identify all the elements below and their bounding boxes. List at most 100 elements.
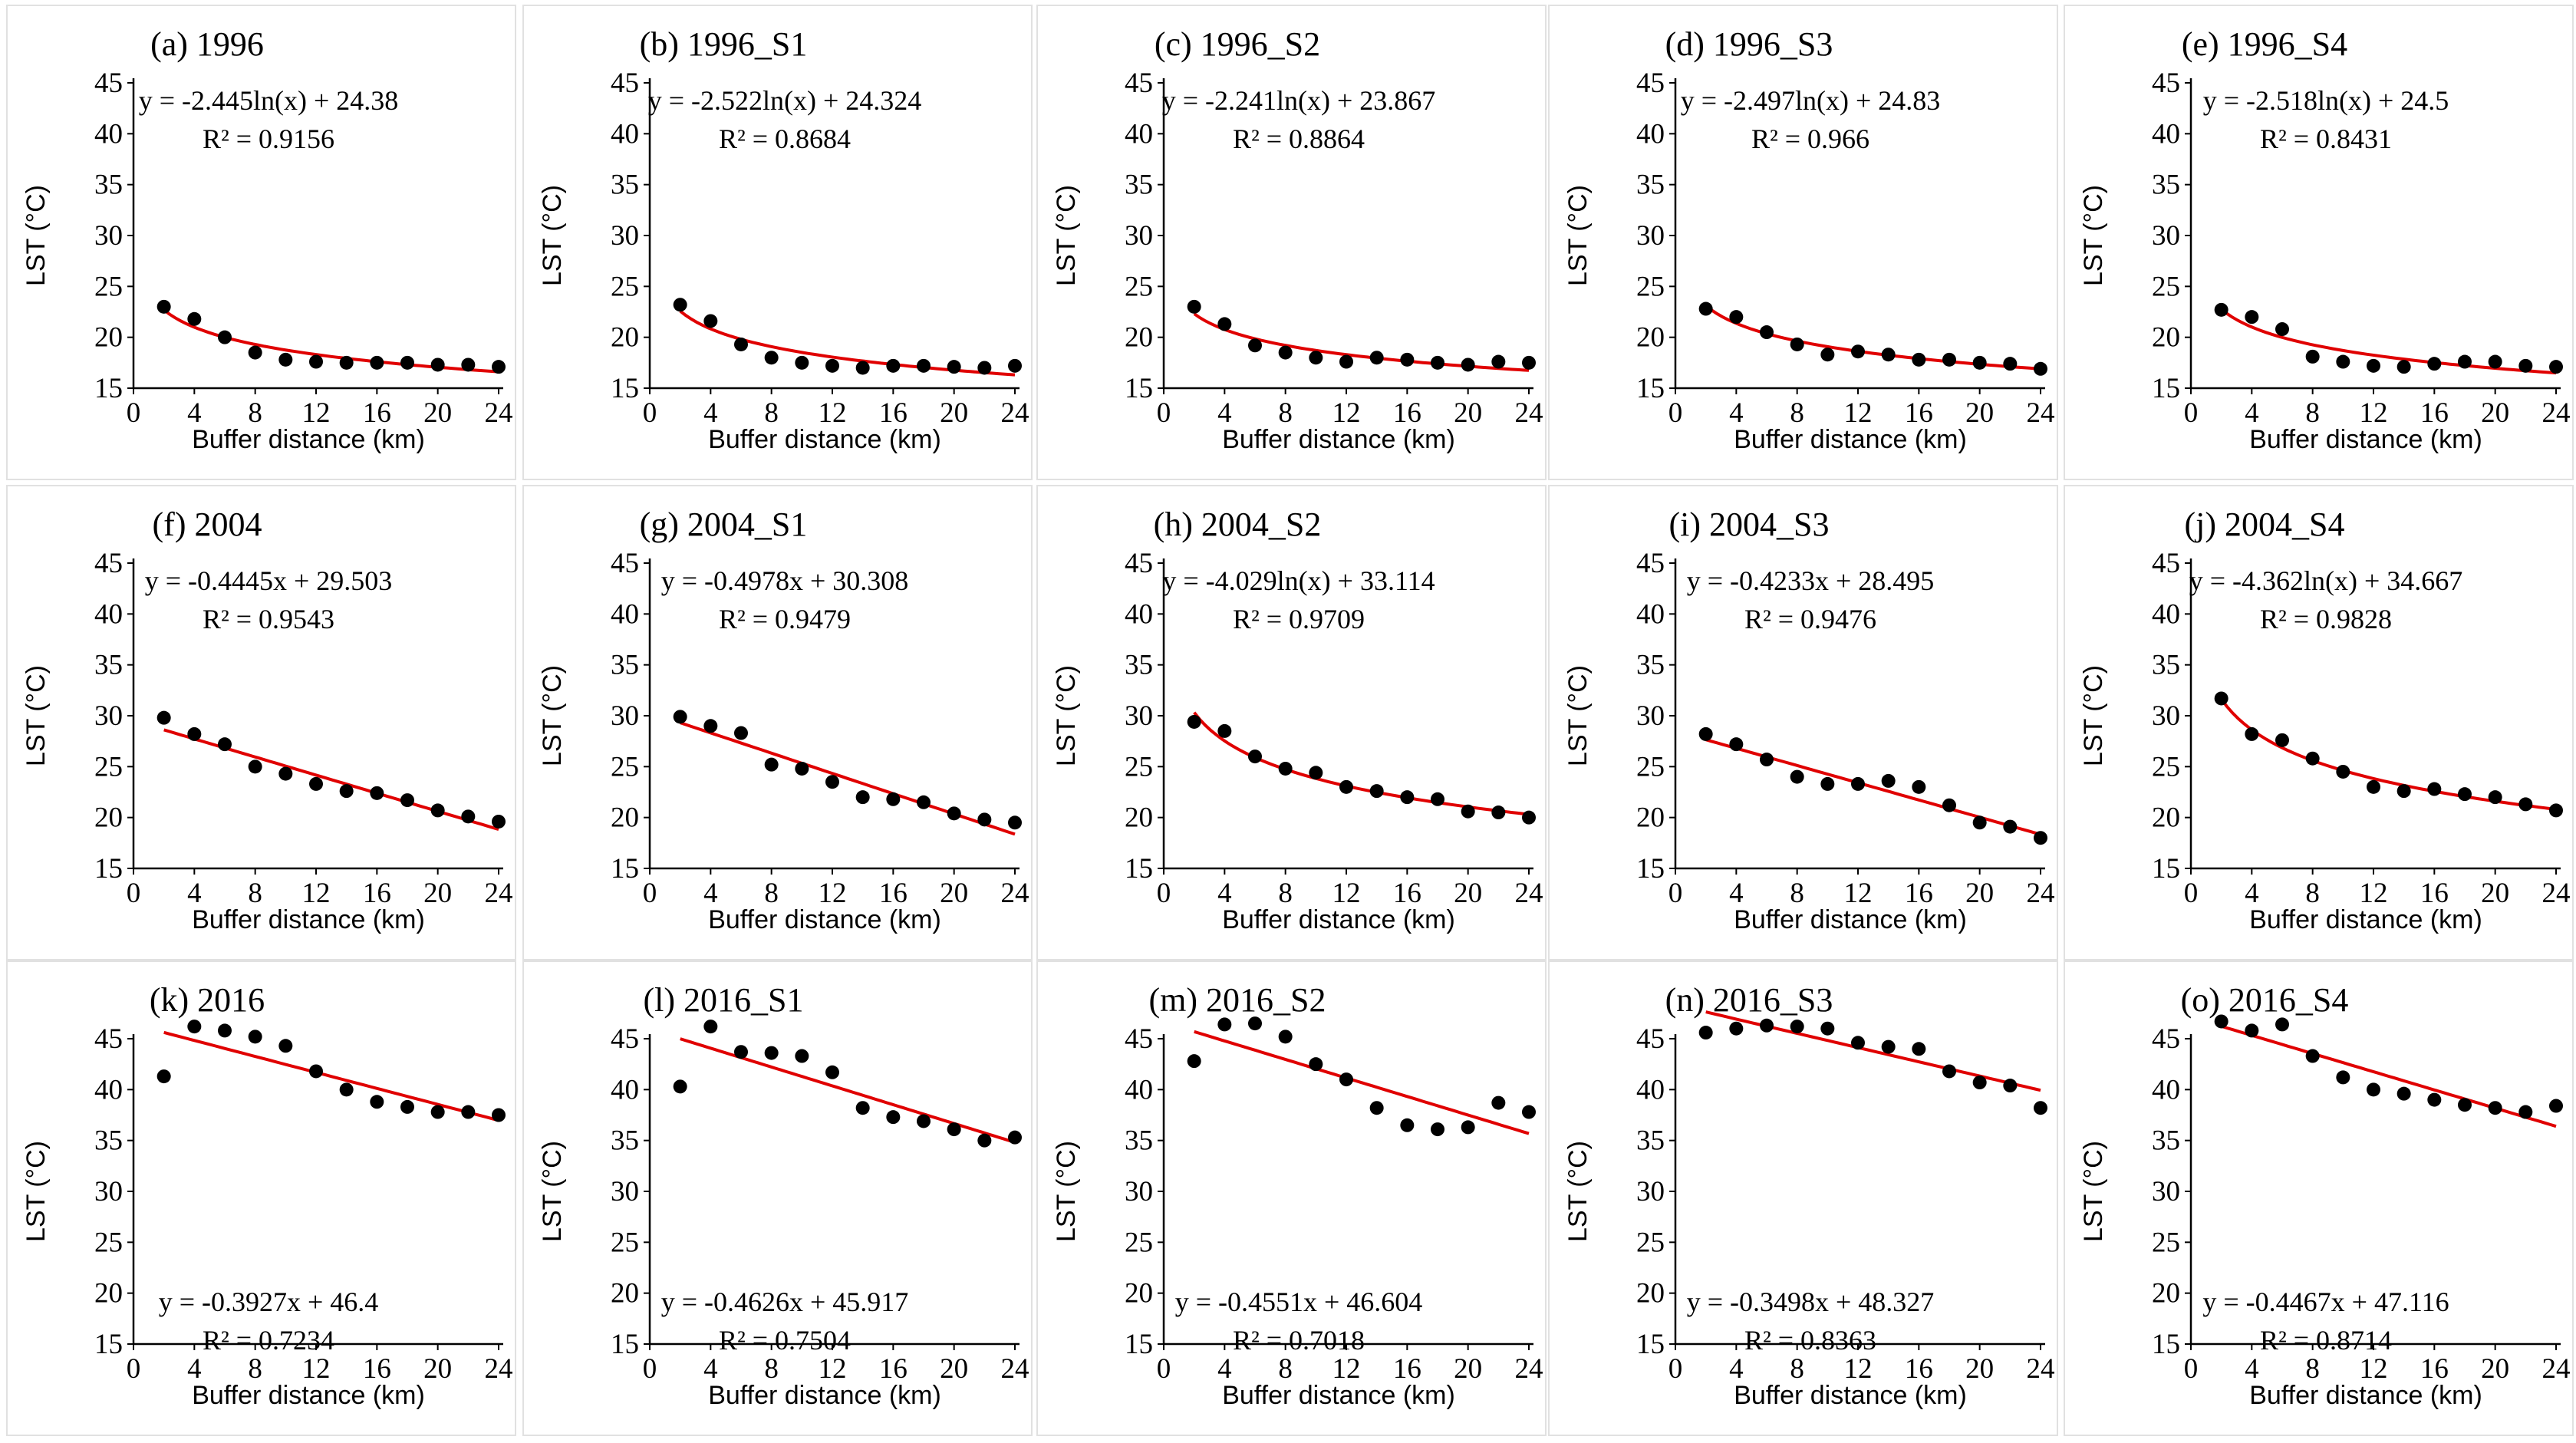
x-tick-label: 4 <box>1729 397 1744 429</box>
trendline <box>679 309 1016 377</box>
data-point <box>1008 358 1022 373</box>
chart-svg: (o) 2016_S4 15 20 25 30 35 40 45 0 4 8 12 16 20 24 Buff… <box>2079 981 2571 1410</box>
x-axis-label: Buffer distance (km) <box>1734 905 1967 934</box>
y-tick-label: 40 <box>1636 118 1665 150</box>
data-point <box>370 1095 384 1109</box>
data-point <box>430 803 445 818</box>
x-tick-label: 20 <box>940 878 968 909</box>
data-point <box>156 1069 171 1084</box>
y-tick-label: 30 <box>611 220 639 252</box>
data-point <box>2367 1082 2380 1097</box>
x-tick-label: 0 <box>643 878 657 909</box>
r-squared: R² = 0.9828 <box>2260 604 2392 634</box>
data-point <box>2214 691 2228 706</box>
data-point <box>339 784 354 799</box>
y-tick-label: 35 <box>94 650 123 681</box>
x-tick-label: 12 <box>819 1353 847 1385</box>
data-point <box>1881 1039 1896 1054</box>
data-point <box>1187 714 1201 729</box>
data-point <box>764 1046 779 1060</box>
chart-panel: (l) 2016_S1 15 20 25 30 35 40 45 0 4 8 12 16 20 24 Buff… <box>522 960 1033 1436</box>
data-point <box>400 793 414 808</box>
x-tick-label: 12 <box>302 1353 331 1385</box>
chart-panel: (n) 2016_S3 15 20 25 30 35 40 45 0 4 8 12 16 20 24 Buff… <box>1548 960 2058 1436</box>
data-point <box>1491 806 1506 820</box>
y-tick-label: 30 <box>2152 1176 2180 1207</box>
chart-title: (d) 1996_S3 <box>1665 25 1833 63</box>
data-point <box>2245 1023 2259 1038</box>
data-point <box>1760 1018 1774 1033</box>
x-tick-label: 24 <box>485 1353 513 1385</box>
fit-equation: y = -0.4233x + 28.495 <box>1687 565 1935 596</box>
fit-equation: y = -0.3498x + 48.327 <box>1687 1287 1935 1317</box>
x-tick-label: 8 <box>248 397 262 429</box>
y-tick-label: 15 <box>611 853 639 885</box>
x-tick-label: 20 <box>1965 397 1994 429</box>
y-axis-label: LST (°C) <box>1563 665 1593 766</box>
y-tick-label: 20 <box>2152 1278 2180 1310</box>
x-tick-label: 16 <box>2420 1353 2449 1385</box>
y-axis-label: LST (°C) <box>538 665 567 766</box>
x-tick-label: 4 <box>187 878 202 909</box>
data-point <box>2336 1070 2350 1085</box>
x-tick-label: 24 <box>1515 397 1543 429</box>
chart-panel: (i) 2004_S3 15 20 25 30 35 40 45 0 4 8 12 16 20 24 Buff… <box>1548 485 2058 960</box>
x-tick-label: 4 <box>2245 878 2259 909</box>
data-point <box>1217 1017 1232 1032</box>
x-tick-label: 16 <box>363 397 391 429</box>
x-tick-label: 0 <box>643 1353 657 1385</box>
y-axis-label: LST (°C) <box>21 185 51 286</box>
chart-title: (g) 2004_S1 <box>640 506 808 543</box>
x-tick-label: 24 <box>485 397 513 429</box>
data-point <box>2245 310 2259 325</box>
x-axis-label: Buffer distance (km) <box>708 905 941 934</box>
y-tick-label: 30 <box>2152 220 2180 252</box>
x-axis-label: Buffer distance (km) <box>2249 425 2482 454</box>
data-point <box>2275 1017 2289 1032</box>
chart-svg: (j) 2004_S4 15 20 25 30 35 40 45 0 4 8 12 16 20 24 Buff… <box>2079 506 2571 934</box>
data-point <box>1820 348 1835 362</box>
y-tick-label: 20 <box>94 802 123 834</box>
y-tick-label: 20 <box>1636 802 1665 834</box>
y-axis-label: LST (°C) <box>2079 1141 2108 1242</box>
x-tick-label: 16 <box>879 397 908 429</box>
y-tick-label: 40 <box>94 118 123 150</box>
data-point <box>1790 769 1804 784</box>
data-point <box>917 358 931 373</box>
x-tick-label: 24 <box>2542 397 2571 429</box>
data-point <box>492 814 506 829</box>
fit-equation: y = -4.362ln(x) + 34.667 <box>2189 565 2463 596</box>
y-tick-label: 30 <box>1125 220 1153 252</box>
x-tick-label: 24 <box>2542 878 2571 909</box>
y-tick-label: 35 <box>611 1125 639 1157</box>
x-tick-label: 20 <box>1454 397 1482 429</box>
trendline <box>163 308 499 374</box>
x-tick-label: 4 <box>2245 397 2259 429</box>
r-squared: R² = 0.966 <box>1751 124 1869 154</box>
data-point <box>1522 810 1536 825</box>
data-point <box>1851 344 1865 359</box>
y-tick-label: 35 <box>1125 1125 1153 1157</box>
x-tick-label: 0 <box>2184 878 2199 909</box>
y-axis-label: LST (°C) <box>21 665 51 766</box>
x-tick-label: 0 <box>1668 1353 1683 1385</box>
data-point <box>1729 737 1744 752</box>
chart-svg: (e) 1996_S4 15 20 25 30 35 40 45 0 4 8 12 16 20 24 Buff… <box>2079 25 2571 454</box>
y-tick-label: 40 <box>1125 598 1153 630</box>
x-tick-label: 16 <box>2420 878 2449 909</box>
x-tick-label: 4 <box>1729 878 1744 909</box>
x-axis-label: Buffer distance (km) <box>1222 905 1455 934</box>
r-squared: R² = 0.8363 <box>1744 1325 1876 1356</box>
y-tick-label: 20 <box>1125 322 1153 354</box>
data-point <box>1491 1095 1506 1110</box>
data-point <box>1400 1118 1415 1132</box>
y-tick-label: 45 <box>611 548 639 579</box>
chart-panel: (g) 2004_S1 15 20 25 30 35 40 45 0 4 8 12 16 20 24 Buff… <box>522 485 1033 960</box>
x-tick-label: 24 <box>2542 1353 2571 1385</box>
x-tick-label: 24 <box>1001 397 1029 429</box>
fit-equation: y = -2.518ln(x) + 24.5 <box>2203 85 2449 116</box>
x-axis-label: Buffer distance (km) <box>2249 1381 2482 1410</box>
y-tick-label: 40 <box>611 1074 639 1105</box>
x-tick-label: 20 <box>1454 878 1482 909</box>
x-tick-label: 8 <box>1790 1353 1804 1385</box>
